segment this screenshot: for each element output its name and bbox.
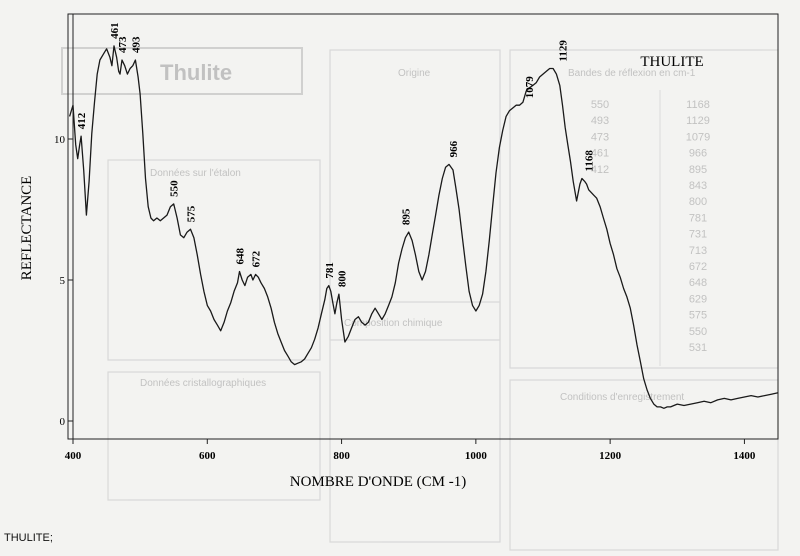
form-sample-header: Données sur l'étalon [150, 168, 241, 179]
form-composition-box [329, 301, 501, 543]
peak-label: 800 [337, 270, 349, 287]
peak-label: 895 [400, 208, 412, 225]
peak-label: 672 [251, 250, 263, 267]
y-axis-label: REFLECTANCE [19, 176, 35, 281]
x-tick-label: 1000 [465, 450, 488, 462]
x-tick-label: 400 [65, 450, 82, 462]
form-raie-left: 1079 [686, 131, 710, 143]
peak-label: 473 [117, 36, 129, 53]
form-raie-left: 966 [689, 148, 707, 160]
form-raies-list: 1168 1129 1079 966 895 843 800 781 731 713 672 648 6… [591, 99, 710, 354]
form-crystal-header: Données cristallographiques [140, 378, 266, 389]
x-tick-label: 1400 [733, 450, 756, 462]
form-raie-left: 895 [689, 164, 707, 176]
peak-label: 648 [235, 248, 247, 265]
form-raie-left: 781 [689, 212, 707, 224]
chart-title: THULITE [640, 54, 703, 70]
form-raie-left: 800 [689, 196, 707, 208]
form-composition-header: Composition chimique [344, 318, 443, 329]
form-raie-left: 731 [689, 229, 707, 241]
peak-label: 575 [186, 205, 198, 222]
y-tick-label: 0 [60, 416, 66, 428]
form-raie-right: 412 [591, 164, 609, 176]
y-tick-label: 10 [54, 134, 66, 146]
form-raie-left: 550 [689, 326, 707, 338]
peak-label: 1168 [584, 150, 596, 172]
figure-caption: THULITE; [4, 532, 53, 544]
peak-label: 493 [130, 36, 142, 53]
form-origin-box [329, 49, 501, 341]
x-tick-label: 600 [199, 450, 216, 462]
x-tick-label: 1200 [599, 450, 622, 462]
form-crystal-box [107, 371, 321, 501]
form-origin-header: Origine [398, 68, 431, 79]
background-form: Thulite Origine Données sur l'étalon Don… [61, 47, 779, 551]
form-raie-right: 493 [591, 115, 609, 127]
x-axis-label: NOMBRE D'ONDE (CM -1) [290, 474, 466, 490]
form-raie-left: 713 [689, 245, 707, 257]
series-layer [68, 45, 779, 409]
form-raie-left: 575 [689, 310, 707, 322]
form-raies-box [509, 49, 779, 369]
form-raie-left: 1168 [686, 99, 710, 111]
form-sample-box [107, 159, 321, 361]
form-raies-header: Bandes de réflexion en cm-1 [568, 68, 696, 79]
form-raie-left: 531 [689, 342, 707, 354]
form-recording-header: Conditions d'enregistrement [560, 392, 684, 403]
form-recording-box [509, 379, 779, 551]
form-raie-right: 473 [591, 131, 609, 143]
form-raie-left: 843 [689, 180, 707, 192]
peak-label: 781 [324, 262, 336, 279]
form-raie-left: 629 [689, 293, 707, 305]
form-raie-right: 461 [591, 148, 609, 160]
peak-label: 1129 [558, 40, 570, 62]
peak-label: 1079 [524, 76, 536, 99]
peak-label: 550 [169, 180, 181, 197]
x-tick-label: 800 [333, 450, 350, 462]
peak-label: 461 [109, 22, 121, 39]
axes: 400 600 800 1000 1200 1400 0 5 10 [54, 14, 778, 462]
form-title-box [61, 47, 303, 95]
series-line [68, 45, 779, 409]
form-title: Thulite [160, 60, 232, 85]
form-raie-right: 550 [591, 99, 609, 111]
form-raie-left: 1129 [686, 115, 710, 127]
peak-label: 966 [448, 140, 460, 157]
y-tick-label: 5 [60, 275, 66, 287]
form-raie-left: 648 [689, 277, 707, 289]
peak-label: 412 [76, 112, 88, 129]
form-raie-left: 672 [689, 261, 707, 273]
